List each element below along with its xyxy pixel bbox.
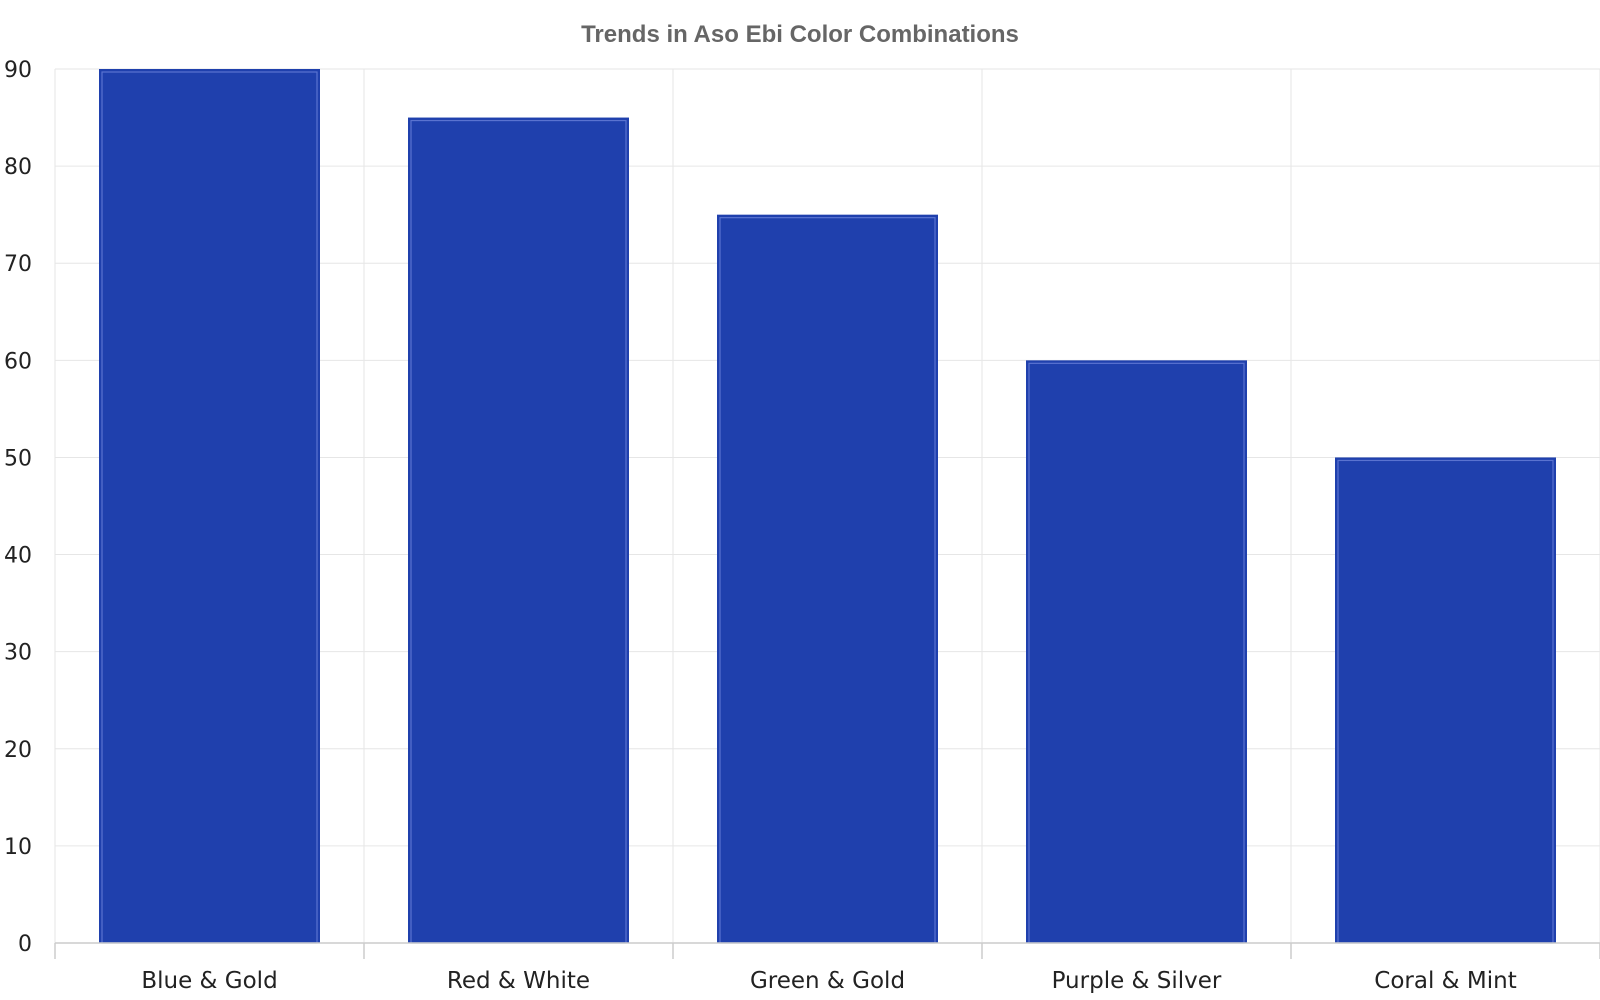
y-tick-label: 0: [18, 932, 32, 957]
y-tick-label: 90: [4, 58, 32, 83]
y-tick-label: 20: [4, 738, 32, 763]
x-tick-label: Coral & Mint: [1374, 968, 1516, 994]
bar: [408, 117, 629, 944]
x-tick-label: Red & White: [447, 968, 590, 994]
bar-green-gold: [717, 214, 938, 944]
chart-title: Trends in Aso Ebi Color Combinations: [581, 21, 1019, 48]
bar: [1026, 360, 1247, 943]
x-tick-label: Blue & Gold: [141, 968, 277, 994]
bar-red-white: [408, 117, 629, 944]
y-tick-label: 60: [4, 349, 32, 374]
bar-coral-mint: [1335, 457, 1556, 944]
bar: [99, 69, 320, 943]
bar-blue-gold: [99, 69, 320, 944]
bars: [99, 69, 1556, 944]
x-tick-label: Purple & Silver: [1052, 968, 1222, 994]
y-tick-label: 30: [4, 641, 32, 666]
y-tick-label: 10: [4, 835, 32, 860]
x-tick-label: Green & Gold: [750, 968, 905, 994]
x-axis: Blue & Gold Red & White Green & Gold Purple…: [54, 942, 1600, 994]
y-tick-label: 40: [4, 544, 32, 569]
bar: [717, 214, 938, 943]
y-tick-label: 70: [4, 252, 32, 277]
bar-purple-silver: [1026, 360, 1247, 944]
y-tick-label: 50: [4, 446, 32, 471]
y-tick-label: 80: [4, 155, 32, 180]
y-axis: 0 10 20 30 40 50 60 70 80 90: [4, 58, 32, 957]
bar: [1335, 457, 1556, 943]
